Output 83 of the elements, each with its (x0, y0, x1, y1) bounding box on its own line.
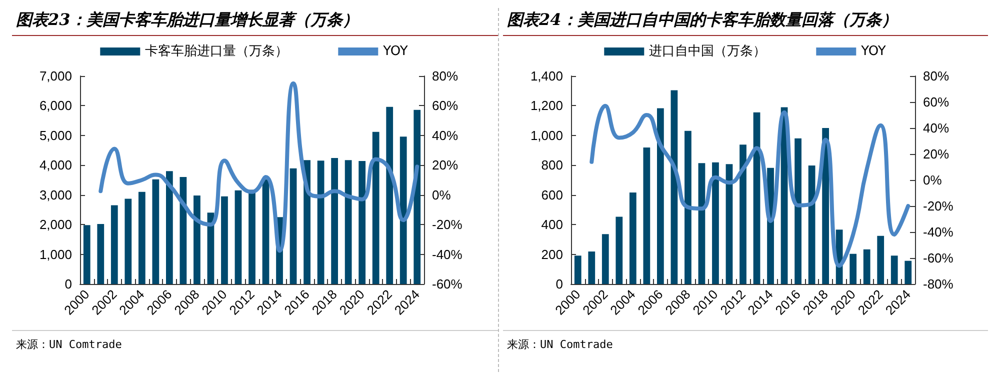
y2-tick-label: 60% (923, 94, 950, 110)
bar (138, 192, 146, 284)
source-note: 来源：UN Comtrade (507, 337, 614, 352)
line-series (590, 104, 910, 268)
y2-tick-label: -60% (923, 250, 954, 266)
y-tick-label: 400 (541, 217, 563, 232)
legend-label: 进口自中国（万条） (649, 44, 766, 59)
bar (386, 106, 394, 284)
bar (643, 147, 650, 284)
y-tick-label: 1,200 (530, 98, 563, 114)
y2-tick-label: 20% (923, 146, 950, 162)
bar (234, 190, 242, 284)
legend-label: YOY (382, 44, 408, 59)
y-tick-label: 2,000 (39, 217, 72, 232)
y2-tick-label: 80% (432, 68, 458, 84)
y2-tick-label: -40% (432, 246, 463, 262)
y-tick-label: 600 (541, 187, 563, 202)
source-note: 来源：UN Comtrade (16, 337, 123, 352)
y-tick-label: 7,000 (39, 68, 72, 84)
bar (657, 108, 664, 284)
y2-tick-label: 20% (432, 158, 458, 173)
bar (794, 138, 802, 284)
bar (344, 160, 352, 284)
bar (850, 254, 857, 284)
y-tick-label: 0 (64, 276, 72, 292)
bar (124, 198, 132, 284)
y2-tick-label: -40% (923, 224, 954, 240)
bar (616, 216, 623, 284)
y-tick-label: 200 (541, 246, 563, 262)
bar (574, 256, 582, 284)
bar (629, 192, 636, 284)
bar (890, 256, 898, 284)
bar (753, 112, 760, 284)
bar (194, 195, 200, 284)
bar (221, 196, 228, 284)
bar (331, 158, 338, 284)
y2-tick-label: 60% (432, 98, 458, 114)
y-tick-label: 800 (541, 158, 563, 173)
y2-tick-label: 40% (432, 128, 458, 143)
bar (152, 179, 160, 284)
bar (602, 234, 609, 284)
y-tick-label: 6,000 (39, 98, 72, 114)
bar (863, 249, 870, 284)
bar (110, 205, 118, 284)
bar (684, 130, 692, 284)
bar (400, 136, 407, 284)
bar (414, 110, 421, 284)
y-tick-label: 1,000 (39, 246, 72, 262)
y-tick-label: 1,400 (530, 68, 563, 84)
line-series (98, 81, 420, 253)
bar (877, 236, 884, 284)
y2-tick-label: -20% (923, 198, 954, 214)
bar (83, 225, 90, 284)
y-tick-label: 0 (556, 276, 563, 292)
y-tick-label: 3,000 (39, 187, 72, 202)
chart-title: 图表24：美国进口自中国的卡客车胎数量回落（万条） (503, 8, 988, 36)
y2-tick-label: -80% (923, 276, 954, 292)
bar (290, 168, 297, 284)
y2-tick-label: 0% (432, 187, 452, 202)
legend-label: YOY (860, 44, 886, 59)
bar (317, 160, 324, 284)
y-tick-label: 5,000 (39, 128, 72, 143)
bar (97, 224, 104, 284)
bar (372, 132, 380, 284)
chart-title: 图表23：美国卡客车胎进口量增长显著（万条） (12, 8, 498, 36)
y-tick-label: 4,000 (39, 158, 72, 173)
bar (712, 162, 719, 284)
y2-tick-label: 0% (923, 172, 942, 188)
y2-tick-label: 80% (923, 68, 950, 84)
y-tick-label: 1,000 (530, 128, 563, 143)
y2-tick-label: 40% (923, 120, 950, 136)
legend-label: 卡客车胎进口量（万条） (145, 43, 288, 59)
bar (358, 160, 366, 284)
bar (904, 260, 912, 284)
y2-tick-label: -20% (432, 217, 463, 232)
bar (808, 165, 816, 284)
bar (588, 251, 596, 284)
bar (698, 163, 706, 284)
bar (166, 171, 173, 284)
bar (262, 179, 270, 284)
y2-tick-label: -60% (432, 276, 463, 292)
bar (740, 144, 746, 284)
bar (726, 164, 733, 284)
